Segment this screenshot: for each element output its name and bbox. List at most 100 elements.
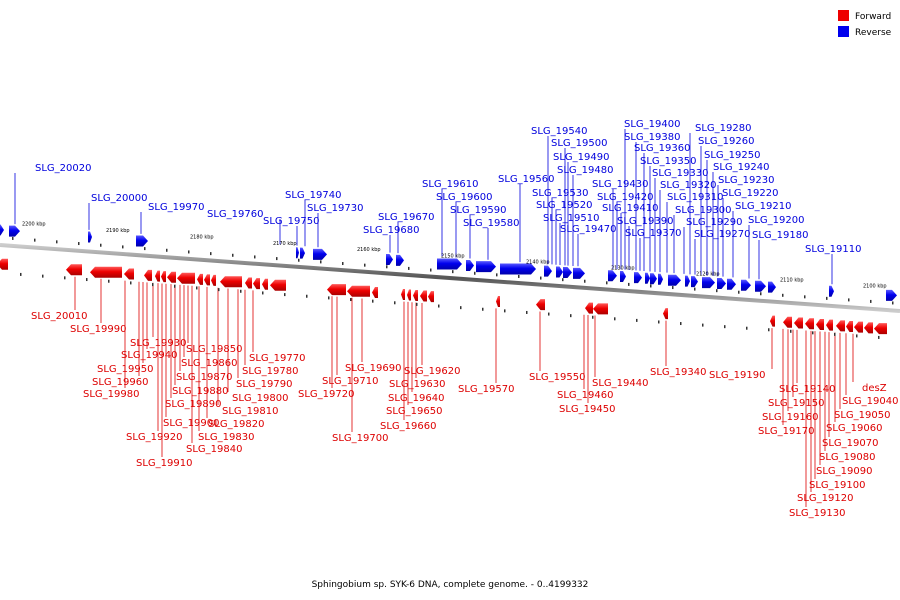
forward-gene-arrow[interactable] bbox=[161, 271, 166, 283]
forward-gene-label[interactable]: SLG_19170 bbox=[758, 426, 814, 437]
reverse-gene-label[interactable]: SLG_19240 bbox=[713, 162, 769, 173]
reverse-gene-label[interactable]: SLG_19500 bbox=[551, 138, 607, 149]
reverse-gene-label[interactable]: SLG_19390 bbox=[617, 216, 673, 227]
forward-gene-arrow[interactable] bbox=[245, 277, 252, 289]
reverse-gene-arrow[interactable] bbox=[500, 263, 536, 275]
reverse-gene-label[interactable]: SLG_19370 bbox=[625, 228, 681, 239]
reverse-gene-arrow[interactable] bbox=[386, 254, 393, 266]
reverse-gene-label[interactable]: SLG_19260 bbox=[698, 136, 754, 147]
forward-gene-label[interactable]: SLG_19950 bbox=[97, 364, 153, 375]
forward-gene-label[interactable]: SLG_19780 bbox=[242, 366, 298, 377]
forward-gene-label[interactable]: SLG_19550 bbox=[529, 372, 585, 383]
reverse-gene-arrow[interactable] bbox=[658, 273, 663, 285]
reverse-gene-label[interactable]: SLG_19210 bbox=[735, 201, 791, 212]
forward-gene-arrow[interactable] bbox=[347, 285, 370, 297]
forward-gene-label[interactable]: SLG_19810 bbox=[222, 406, 278, 417]
forward-gene-arrow[interactable] bbox=[177, 272, 195, 284]
forward-gene-arrow[interactable] bbox=[770, 315, 775, 327]
reverse-gene-label[interactable]: SLG_19590 bbox=[450, 205, 506, 216]
reverse-gene-label[interactable]: SLG_19380 bbox=[624, 132, 680, 143]
forward-gene-label[interactable]: SLG_19850 bbox=[186, 344, 242, 355]
reverse-gene-label[interactable]: SLG_20000 bbox=[91, 193, 147, 204]
forward-gene-arrow[interactable] bbox=[124, 268, 134, 280]
reverse-gene-label[interactable]: SLG_19600 bbox=[436, 192, 492, 203]
reverse-gene-label[interactable]: SLG_19470 bbox=[560, 224, 616, 235]
reverse-gene-label[interactable]: SLG_19320 bbox=[660, 180, 716, 191]
reverse-gene-label[interactable]: SLG_19280 bbox=[695, 123, 751, 134]
forward-gene-arrow[interactable] bbox=[836, 320, 845, 332]
forward-gene-label[interactable]: SLG_19150 bbox=[768, 398, 824, 409]
reverse-gene-arrow[interactable] bbox=[634, 272, 642, 284]
reverse-gene-arrow[interactable] bbox=[0, 224, 4, 236]
forward-gene-label[interactable]: SLG_19650 bbox=[386, 406, 442, 417]
reverse-gene-arrow[interactable] bbox=[573, 267, 585, 279]
reverse-gene-arrow[interactable] bbox=[768, 281, 776, 293]
forward-gene-arrow[interactable] bbox=[270, 279, 286, 291]
reverse-gene-label[interactable]: SLG_19610 bbox=[422, 179, 478, 190]
reverse-gene-arrow[interactable] bbox=[476, 261, 496, 273]
forward-gene-arrow[interactable] bbox=[66, 264, 82, 276]
reverse-gene-label[interactable]: SLG_19270 bbox=[694, 229, 750, 240]
forward-gene-label[interactable]: SLG_19040 bbox=[842, 396, 898, 407]
forward-gene-label[interactable]: SLG_19120 bbox=[797, 493, 853, 504]
forward-gene-label[interactable]: SLG_19940 bbox=[121, 350, 177, 361]
forward-gene-label[interactable]: SLG_19820 bbox=[208, 419, 264, 430]
reverse-gene-label[interactable]: SLG_19110 bbox=[805, 244, 861, 255]
forward-gene-arrow[interactable] bbox=[144, 269, 152, 281]
forward-gene-arrow[interactable] bbox=[826, 319, 833, 331]
reverse-gene-label[interactable]: SLG_19330 bbox=[652, 168, 708, 179]
reverse-gene-arrow[interactable] bbox=[650, 273, 657, 285]
forward-gene-label[interactable]: SLG_19450 bbox=[559, 404, 615, 415]
forward-gene-arrow[interactable] bbox=[253, 278, 260, 290]
reverse-gene-label[interactable]: SLG_19230 bbox=[718, 175, 774, 186]
forward-gene-label[interactable]: SLG_19460 bbox=[557, 390, 613, 401]
reverse-gene-arrow[interactable] bbox=[685, 275, 690, 287]
reverse-gene-label[interactable]: SLG_19520 bbox=[536, 200, 592, 211]
forward-gene-arrow[interactable] bbox=[805, 318, 814, 330]
forward-gene-label[interactable]: SLG_19830 bbox=[198, 432, 254, 443]
forward-gene-arrow[interactable] bbox=[593, 303, 608, 315]
reverse-gene-label[interactable]: SLG_19200 bbox=[748, 215, 804, 226]
reverse-gene-arrow[interactable] bbox=[668, 274, 681, 286]
forward-gene-label[interactable]: SLG_19640 bbox=[388, 393, 444, 404]
forward-gene-label[interactable]: SLG_19060 bbox=[826, 423, 882, 434]
forward-gene-label[interactable]: SLG_19990 bbox=[70, 324, 126, 335]
forward-gene-arrow[interactable] bbox=[372, 286, 378, 298]
forward-gene-arrow[interactable] bbox=[167, 271, 176, 283]
forward-gene-arrow[interactable] bbox=[816, 318, 824, 330]
forward-gene-arrow[interactable] bbox=[262, 278, 268, 290]
reverse-gene-arrow[interactable] bbox=[620, 271, 626, 283]
reverse-gene-label[interactable]: SLG_20020 bbox=[35, 163, 91, 174]
forward-gene-arrow[interactable] bbox=[846, 321, 853, 333]
reverse-gene-label[interactable]: SLG_19410 bbox=[602, 203, 658, 214]
reverse-gene-arrow[interactable] bbox=[702, 277, 715, 289]
forward-gene-label[interactable]: SLG_19890 bbox=[165, 399, 221, 410]
forward-gene-label[interactable]: SLG_19100 bbox=[809, 480, 865, 491]
forward-gene-arrow[interactable] bbox=[407, 289, 411, 301]
forward-gene-arrow[interactable] bbox=[536, 299, 545, 311]
forward-gene-label[interactable]: SLG_19050 bbox=[834, 410, 890, 421]
reverse-gene-label[interactable]: SLG_19220 bbox=[722, 188, 778, 199]
forward-gene-label[interactable]: SLG_19630 bbox=[389, 379, 445, 390]
forward-gene-label[interactable]: SLG_19070 bbox=[822, 438, 878, 449]
forward-gene-arrow[interactable] bbox=[854, 321, 863, 333]
forward-gene-arrow[interactable] bbox=[496, 296, 500, 308]
forward-gene-label[interactable]: SLG_19140 bbox=[779, 384, 835, 395]
forward-gene-label[interactable]: SLG_19440 bbox=[592, 378, 648, 389]
reverse-gene-arrow[interactable] bbox=[466, 259, 474, 271]
reverse-gene-arrow[interactable] bbox=[829, 285, 834, 297]
reverse-gene-arrow[interactable] bbox=[755, 280, 766, 292]
reverse-gene-label[interactable]: SLG_19180 bbox=[752, 230, 808, 241]
forward-gene-arrow[interactable] bbox=[585, 302, 593, 314]
forward-gene-label[interactable]: SLG_19980 bbox=[83, 389, 139, 400]
forward-gene-arrow[interactable] bbox=[401, 289, 405, 301]
reverse-gene-label[interactable]: SLG_19580 bbox=[463, 218, 519, 229]
reverse-gene-label[interactable]: SLG_19250 bbox=[704, 150, 760, 161]
forward-gene-arrow[interactable] bbox=[90, 266, 122, 278]
reverse-gene-label[interactable]: SLG_19680 bbox=[363, 225, 419, 236]
reverse-gene-arrow[interactable] bbox=[741, 279, 751, 291]
forward-gene-label[interactable]: desZ bbox=[862, 383, 887, 394]
forward-gene-label[interactable]: SLG_19800 bbox=[232, 393, 288, 404]
reverse-gene-arrow[interactable] bbox=[608, 270, 617, 282]
reverse-gene-label[interactable]: SLG_19360 bbox=[634, 143, 690, 154]
